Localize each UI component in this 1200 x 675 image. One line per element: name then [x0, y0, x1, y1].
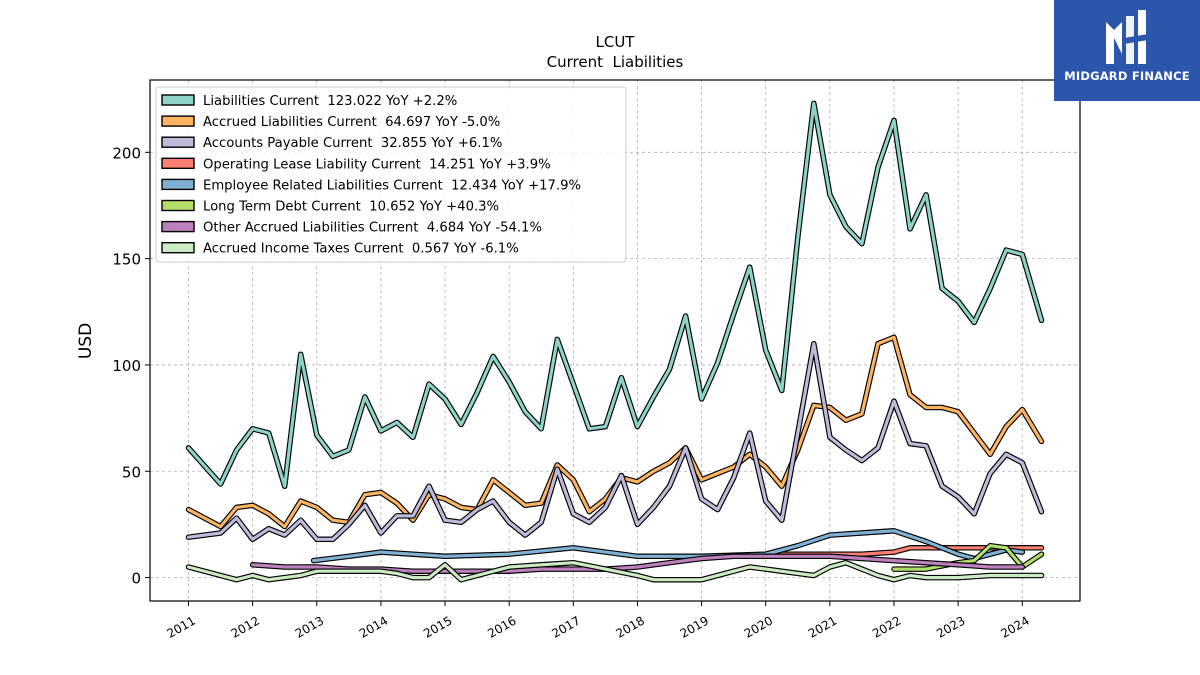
- y-axis: 0 50 100 150 200: [112, 144, 150, 588]
- plot-frame: [149, 79, 1081, 602]
- x-tick-label: 2022: [870, 613, 903, 640]
- x-tick-label: 2021: [806, 613, 839, 640]
- brand-logo: MIDGARD FINANCE: [1054, 0, 1200, 101]
- series-line-accounts-payable-current: [186, 342, 1044, 541]
- x-tick-label: 2011: [165, 613, 198, 640]
- legend-swatch: [161, 199, 195, 212]
- x-tick-label: 2017: [549, 613, 582, 640]
- legend-swatch: [161, 241, 195, 254]
- x-tick-label: 2012: [229, 613, 262, 640]
- series-lines: [185, 100, 1045, 583]
- legend-swatch: [161, 115, 195, 127]
- legend-swatch: [161, 178, 195, 191]
- legend-label: Accounts Payable Current 32.855 YoY +6.1…: [203, 136, 502, 151]
- legend-label: Operating Lease Liability Current 14.251…: [203, 157, 551, 172]
- series-line-liabilities-current: [186, 101, 1044, 488]
- x-tick-label: 2023: [934, 613, 967, 640]
- legend-box: [155, 86, 627, 263]
- legend-label: Liabilities Current 123.022 YoY +2.2%: [203, 94, 457, 109]
- x-tick-label: 2019: [678, 613, 711, 640]
- y-tick-label: 200: [112, 144, 141, 162]
- y-tick-label: 50: [122, 463, 141, 481]
- x-tick-label: 2016: [485, 613, 518, 640]
- x-tick-label: 2024: [998, 613, 1031, 640]
- legend-label: Accrued Liabilities Current 64.697 YoY -…: [203, 115, 500, 130]
- series-line-long-term-debt-current: [892, 544, 1044, 571]
- legend-label: Other Accrued Liabilities Current 4.684 …: [203, 221, 542, 236]
- chart-title: LCUT: [596, 33, 636, 51]
- x-tick-label: 2015: [421, 613, 454, 640]
- legend-label: Long Term Debt Current 10.652 YoY +40.3%: [203, 200, 499, 215]
- x-axis: 2011 2012 2013 2014 2015 2016 2017 2018 2019 2020…: [165, 601, 1032, 641]
- x-tick-label: 2013: [293, 613, 326, 640]
- legend-swatch: [161, 157, 195, 170]
- brand-name: MIDGARD FINANCE: [1064, 69, 1190, 83]
- x-tick-label: 2018: [613, 613, 646, 640]
- y-tick-label: 100: [112, 357, 141, 375]
- legend-swatch: [161, 136, 195, 148]
- legend-label: Accrued Income Taxes Current 0.567 YoY -…: [203, 242, 519, 257]
- legend-swatch: [161, 220, 195, 233]
- x-tick-label: 2020: [742, 613, 775, 640]
- legend-swatch: [161, 94, 195, 106]
- series-line-accrued-income-taxes-current: [186, 561, 1044, 582]
- x-tick-label: 2014: [357, 613, 390, 640]
- y-axis-label: USD: [76, 323, 96, 359]
- chart-subtitle: Current Liabilities: [547, 53, 684, 71]
- y-tick-label: 0: [131, 570, 141, 588]
- legend: Liabilities Current 123.022 YoY +2.2% Acc…: [155, 86, 627, 263]
- midgard-logo-icon: [1106, 10, 1148, 64]
- legend-label: Employee Related Liabilities Current 12.…: [203, 178, 581, 193]
- y-tick-label: 150: [112, 251, 141, 269]
